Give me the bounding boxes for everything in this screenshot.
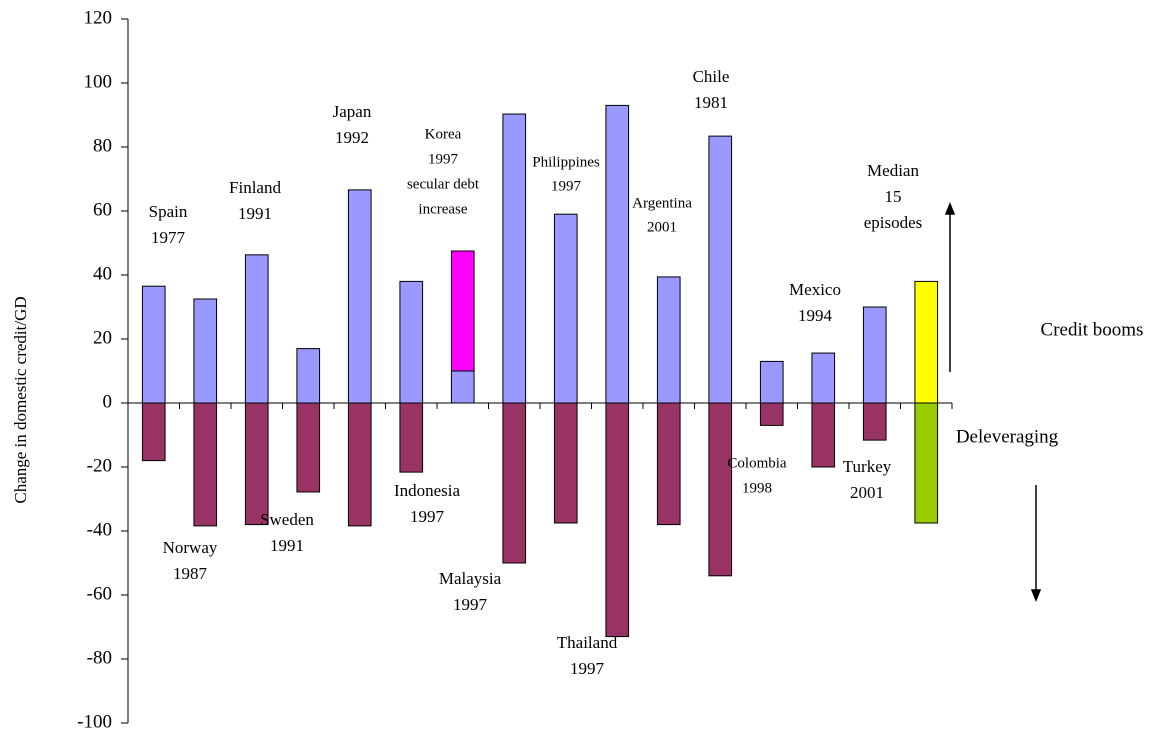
category-label: Spain <box>149 202 188 221</box>
category-label: increase <box>418 201 467 217</box>
bar <box>605 104 630 404</box>
bar <box>141 402 166 462</box>
category-label: 1987 <box>173 564 208 583</box>
y-tick-label: -80 <box>87 647 112 668</box>
bar <box>862 306 887 404</box>
category-label: Philippines <box>532 154 600 170</box>
bar <box>296 402 321 493</box>
bar <box>347 402 372 527</box>
bar <box>553 213 578 404</box>
category-label: 1997 <box>410 507 445 526</box>
upper-label: Credit booms <box>1041 319 1144 340</box>
category-label: Finland <box>229 178 281 197</box>
category-label: Thailand <box>557 633 618 652</box>
category-label: Korea <box>425 126 462 142</box>
lower-label: Deleveraging <box>956 426 1059 447</box>
category-label: Turkey <box>843 457 892 476</box>
bar <box>450 250 475 372</box>
bar <box>708 135 733 404</box>
y-tick-label: 80 <box>93 135 112 156</box>
bar <box>193 298 218 404</box>
y-tick-label: 40 <box>93 263 112 284</box>
bar <box>862 402 887 441</box>
bar <box>914 280 939 404</box>
bar <box>296 348 321 404</box>
category-label: 1981 <box>694 93 728 112</box>
category-label: Median <box>867 161 919 180</box>
bar <box>244 254 269 404</box>
category-label: Japan <box>333 102 372 121</box>
bar <box>193 402 218 527</box>
bar <box>656 276 681 404</box>
category-label: Mexico <box>789 280 841 299</box>
category-label: 1997 <box>428 151 459 167</box>
category-label: Colombia <box>727 455 787 471</box>
bar <box>914 402 939 524</box>
bar <box>399 402 424 473</box>
category-label: 1998 <box>742 480 772 496</box>
category-label: 1994 <box>798 306 833 325</box>
category-label: 1997 <box>551 178 582 194</box>
bar <box>347 189 372 404</box>
category-label: 2001 <box>850 483 884 502</box>
y-tick-label: 20 <box>93 327 112 348</box>
category-label: 1997 <box>570 659 605 678</box>
category-label: Malaysia <box>439 569 502 588</box>
y-tick-label: 60 <box>93 199 112 220</box>
y-axis-title: Change in domestic credit/GD <box>11 296 30 503</box>
y-tick-label: 100 <box>84 71 113 92</box>
y-tick-label: -40 <box>87 519 112 540</box>
category-label: Sweden <box>260 510 314 529</box>
category-label: 1997 <box>453 595 488 614</box>
category-label: Norway <box>163 538 218 557</box>
bar <box>502 113 527 404</box>
category-label: 1991 <box>238 204 272 223</box>
bar <box>811 352 836 404</box>
y-tick-label: -20 <box>87 455 112 476</box>
up-arrow-head <box>944 201 956 215</box>
category-label: secular debt <box>407 176 480 192</box>
category-label: 1991 <box>270 536 304 555</box>
bar <box>811 402 836 468</box>
bar <box>605 402 630 638</box>
bar <box>141 285 166 404</box>
category-label: 2001 <box>647 219 677 235</box>
category-label: 1977 <box>151 228 186 247</box>
bar <box>708 402 733 577</box>
bar <box>399 280 424 404</box>
y-tick-label: -100 <box>77 711 112 732</box>
y-tick-label: -60 <box>87 583 112 604</box>
arrows <box>944 201 1042 603</box>
down-arrow-head <box>1030 589 1042 603</box>
category-label: Indonesia <box>394 481 461 500</box>
bar <box>244 402 269 526</box>
bar <box>759 360 784 404</box>
y-tick-label: 120 <box>84 7 113 28</box>
bar <box>502 402 527 564</box>
bar <box>759 402 784 426</box>
bar <box>656 402 681 526</box>
bar <box>450 370 475 404</box>
category-label: 1992 <box>335 128 369 147</box>
y-tick-label: 0 <box>103 391 113 412</box>
category-label: Chile <box>693 67 730 86</box>
bar <box>553 402 578 524</box>
category-label: Argentina <box>632 195 692 211</box>
category-label: 15 <box>885 187 902 206</box>
category-label: episodes <box>864 213 923 232</box>
